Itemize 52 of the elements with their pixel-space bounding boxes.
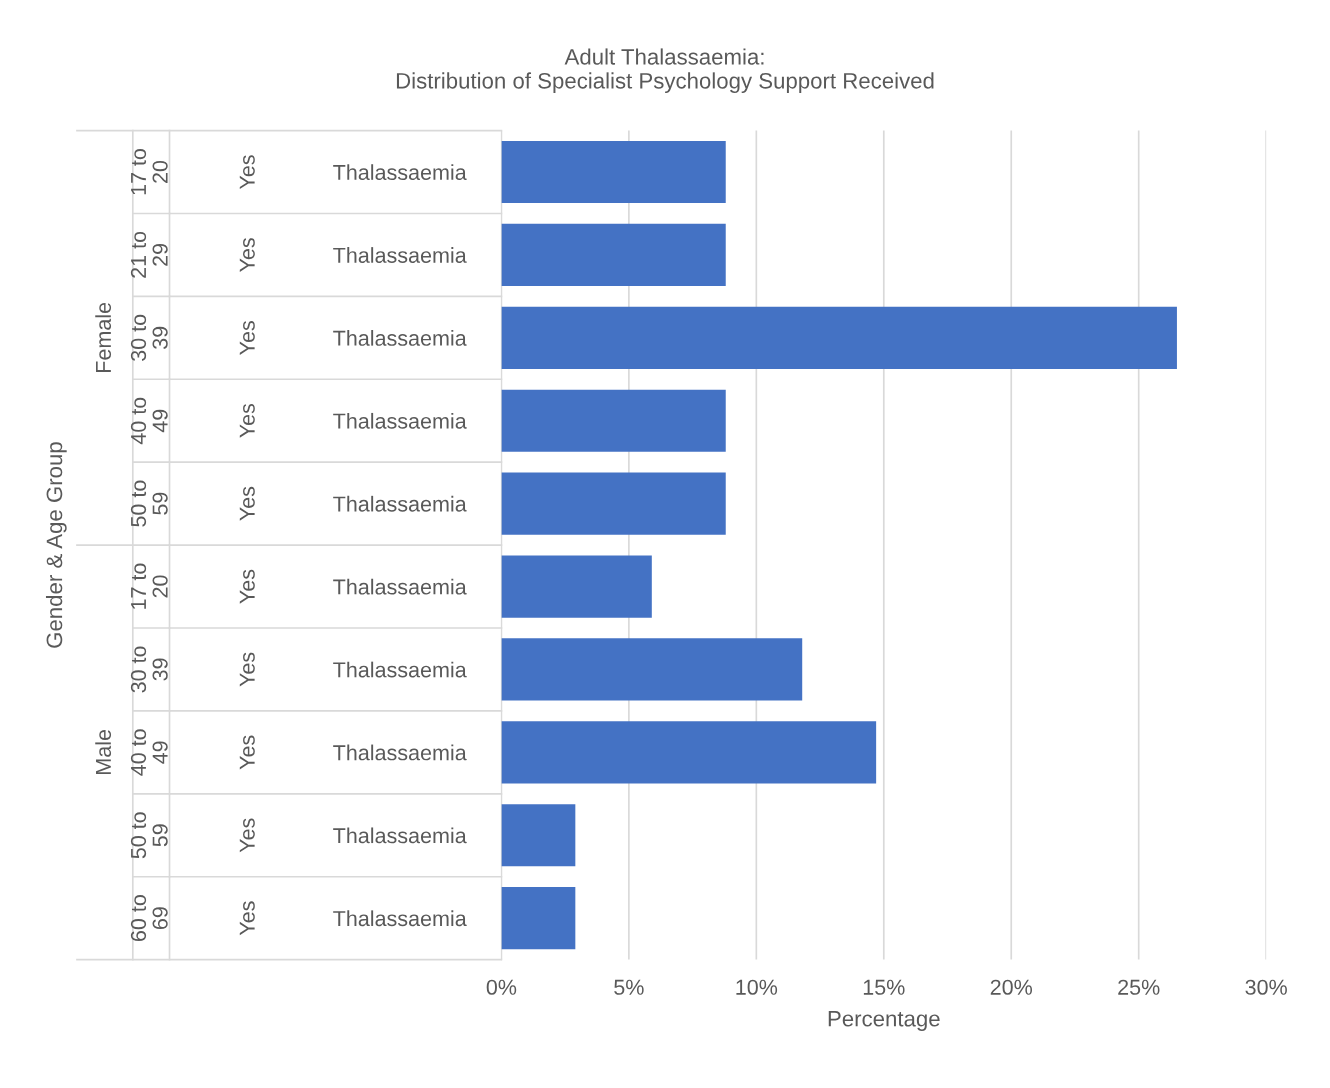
- text: 30 to 39: [130, 314, 168, 361]
- text: Yes: [239, 901, 255, 936]
- x-tick-label: 5%: [614, 979, 644, 995]
- x-axis-title: Percentage: [828, 1011, 940, 1031]
- text: 40 to 49: [130, 729, 168, 776]
- text: Female: [95, 302, 112, 372]
- y-tick-label: Thalassaemia: [333, 827, 467, 844]
- y-tick-label: Thalassaemia: [333, 164, 467, 181]
- x-tick-label: 25%: [1118, 979, 1160, 995]
- bar: [501, 887, 576, 950]
- text: Yes: [239, 321, 255, 355]
- y-tick-label: Thalassaemia: [333, 661, 467, 678]
- text: Yes: [239, 652, 255, 687]
- x-tick-label: 30%: [1245, 979, 1287, 995]
- text: 21 to 29: [130, 231, 168, 278]
- bar: [501, 140, 726, 204]
- y-tick-label: Thalassaemia: [333, 330, 467, 346]
- y-tick-label: Thalassaemia: [333, 412, 467, 429]
- bar: [501, 389, 726, 452]
- text: 50 to 59: [130, 812, 168, 859]
- y-tick-label: Thalassaemia: [333, 495, 467, 512]
- text: Yes: [239, 155, 255, 190]
- text: Gender & Age Group: [45, 442, 67, 648]
- text: Yes: [239, 486, 255, 521]
- text: 30 to 39: [130, 646, 168, 693]
- y-tick-label: Thalassaemia: [333, 744, 467, 761]
- bar: [501, 555, 652, 618]
- bar: [501, 638, 803, 701]
- y-tick-label: Thalassaemia: [333, 910, 467, 927]
- text: Yes: [239, 818, 255, 853]
- x-tick-label: 20%: [990, 979, 1033, 995]
- text: Yes: [239, 403, 255, 438]
- bar: [501, 223, 726, 287]
- text: Male: [95, 729, 112, 774]
- x-tick-label: 15%: [863, 979, 905, 995]
- y-tick-label: Thalassaemia: [333, 247, 467, 263]
- bar: [501, 721, 877, 784]
- text: Yes: [239, 569, 255, 604]
- text: 60 to 69: [130, 895, 168, 942]
- text: 50 to 59: [130, 480, 168, 527]
- y-tick-label: Thalassaemia: [333, 578, 467, 595]
- text: 40 to 49: [130, 397, 168, 445]
- text: Yes: [239, 735, 255, 770]
- text: 17 to 20: [131, 148, 168, 195]
- bar: [501, 804, 576, 867]
- bar: [501, 472, 726, 535]
- chart-title: Adult Thalassaemia: Distribution of Specialist Psychology Support Received: [396, 48, 934, 94]
- text: 17 to 20: [131, 563, 168, 609]
- x-tick-label: 0%: [486, 979, 517, 995]
- x-tick-label: 10%: [736, 979, 778, 995]
- text: Yes: [239, 238, 255, 273]
- bar: [501, 306, 1177, 369]
